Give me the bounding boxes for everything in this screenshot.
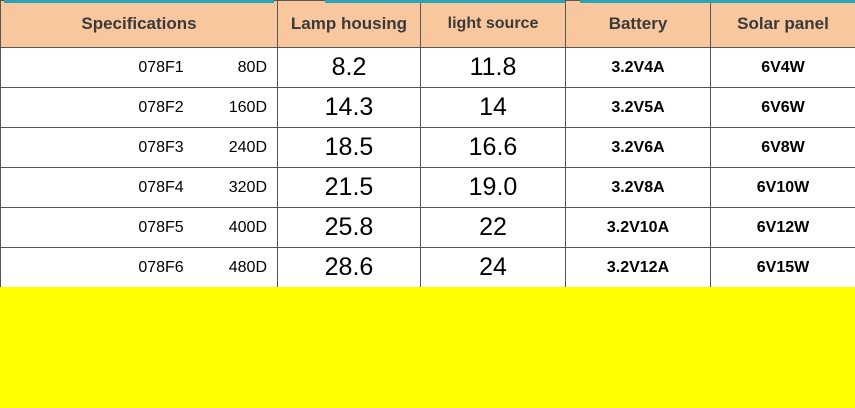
table-row: 078F4 320D 21.5 19.0 3.2V8A 6V10W [0,167,855,208]
lamp-housing-value: 21.5 [277,167,421,208]
power-rating: 160D [228,98,267,116]
battery-value: 3.2V10A [565,207,711,248]
spec-cell: 078F5 400D [0,207,278,248]
battery-value: 3.2V6A [565,127,711,168]
spec-cell: 078F2 160D [0,87,278,128]
model-code: 078F1 [138,58,184,76]
table-row: 078F2 160D 14.3 14 3.2V5A 6V6W [0,87,855,128]
power-rating: 400D [228,218,267,236]
header-light-source: light source [420,0,566,48]
light-source-value: 24 [420,247,566,288]
solar-panel-value: 6V4W [710,47,855,88]
spec-cell: 078F6 480D [0,247,278,288]
solar-panel-value: 6V10W [710,167,855,208]
lamp-housing-value: 28.6 [277,247,421,288]
lamp-housing-value: 25.8 [277,207,421,248]
spec-cell: 078F1 80D [0,47,278,88]
solar-panel-value: 6V12W [710,207,855,248]
yellow-fill-area [0,287,855,408]
spec-cell: 078F4 320D [0,167,278,208]
accent-bar [580,0,855,3]
accent-bar [325,0,565,3]
model-code: 078F5 [138,218,184,236]
light-source-value: 14 [420,87,566,128]
lamp-housing-value: 18.5 [277,127,421,168]
lamp-housing-value: 14.3 [277,87,421,128]
table-row: 078F5 400D 25.8 22 3.2V10A 6V12W [0,207,855,248]
table-row: 078F3 240D 18.5 16.6 3.2V6A 6V8W [0,127,855,168]
light-source-value: 11.8 [420,47,566,88]
power-rating: 240D [228,138,267,156]
light-source-value: 22 [420,207,566,248]
power-rating: 320D [228,178,267,196]
spec-cell: 078F3 240D [0,127,278,168]
spec-table: Specifications Lamp housing light source… [0,0,855,288]
light-source-value: 19.0 [420,167,566,208]
accent-bar [4,0,274,3]
model-code: 078F6 [138,258,184,276]
header-row: Specifications Lamp housing light source… [0,0,855,48]
header-lamp-housing: Lamp housing [277,0,421,48]
model-code: 078F4 [138,178,184,196]
model-code: 078F2 [138,98,184,116]
power-rating: 480D [228,258,267,276]
battery-value: 3.2V8A [565,167,711,208]
battery-value: 3.2V12A [565,247,711,288]
header-solar-panel: Solar panel [710,0,855,48]
solar-panel-value: 6V15W [710,247,855,288]
header-battery: Battery [565,0,711,48]
solar-panel-value: 6V6W [710,87,855,128]
lamp-housing-value: 8.2 [277,47,421,88]
table-row: 078F6 480D 28.6 24 3.2V12A 6V15W [0,247,855,288]
light-source-value: 16.6 [420,127,566,168]
solar-panel-value: 6V8W [710,127,855,168]
battery-value: 3.2V5A [565,87,711,128]
model-code: 078F3 [138,138,184,156]
header-specifications: Specifications [0,0,278,48]
table-row: 078F1 80D 8.2 11.8 3.2V4A 6V4W [0,47,855,88]
power-rating: 80D [237,58,267,76]
battery-value: 3.2V4A [565,47,711,88]
